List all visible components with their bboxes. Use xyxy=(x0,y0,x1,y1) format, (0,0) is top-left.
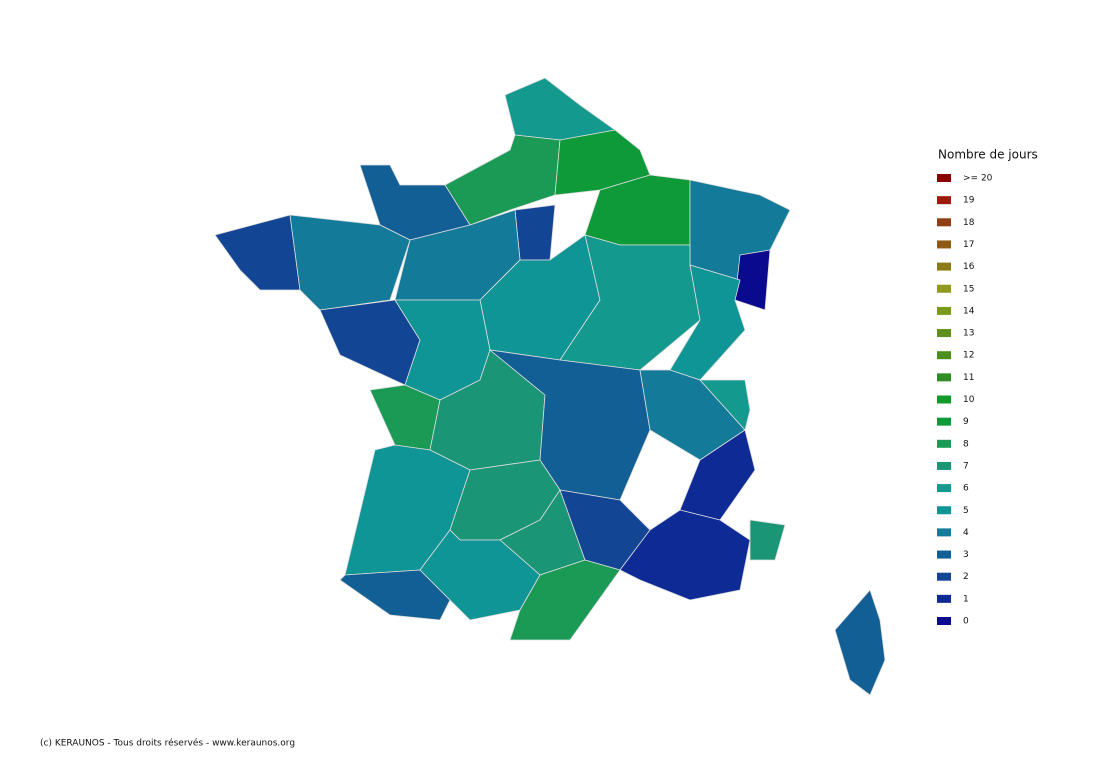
region xyxy=(289,214,411,311)
legend-label: 18 xyxy=(963,218,975,228)
legend-swatch xyxy=(937,329,951,338)
legend-label: 9 xyxy=(963,417,969,427)
region xyxy=(749,519,786,561)
legend-swatch xyxy=(937,218,951,227)
legend-label: 14 xyxy=(963,306,975,316)
legend-swatch xyxy=(937,262,951,271)
map xyxy=(214,77,886,696)
legend-label: 10 xyxy=(963,395,975,405)
region xyxy=(504,77,617,141)
legend-swatch xyxy=(937,528,951,537)
legend-label: 1 xyxy=(963,594,969,604)
legend-swatch xyxy=(937,550,951,559)
legend-label: 4 xyxy=(963,528,969,538)
legend-label: 17 xyxy=(963,240,974,250)
legend-label: 19 xyxy=(963,196,975,206)
legend-label: 13 xyxy=(963,329,974,339)
region xyxy=(214,214,301,291)
legend-label: 3 xyxy=(963,550,969,560)
legend-swatch xyxy=(937,284,951,293)
region xyxy=(679,429,756,521)
legend-swatch xyxy=(937,351,951,360)
region xyxy=(834,589,886,696)
legend-swatch xyxy=(937,617,951,625)
legend-label: 8 xyxy=(963,439,969,449)
legend-swatch xyxy=(937,484,951,493)
region xyxy=(669,264,746,381)
legend-swatch xyxy=(937,439,951,448)
region xyxy=(514,204,556,261)
legend-swatch xyxy=(937,196,951,205)
legend-swatch xyxy=(937,461,951,470)
legend-swatch xyxy=(937,306,951,315)
legend-swatch xyxy=(937,373,951,382)
legend-swatch xyxy=(937,174,951,182)
legend-label: >= 20 xyxy=(963,174,993,184)
footer: (c) KERAUNOS - Tous droits réservés - ww… xyxy=(40,738,295,749)
legend-label: 0 xyxy=(963,617,969,627)
legend-label: 11 xyxy=(963,373,974,383)
legend-swatch xyxy=(937,417,951,426)
legend-swatch xyxy=(937,594,951,603)
legend-swatch xyxy=(937,240,951,249)
legend-swatch xyxy=(937,572,951,581)
legend-label: 12 xyxy=(963,351,974,361)
legend-title: Nombre de jours xyxy=(938,148,1038,162)
legend-swatch xyxy=(937,506,951,515)
legend-label: 7 xyxy=(963,461,969,471)
legend-label: 15 xyxy=(963,284,974,294)
legend-label: 5 xyxy=(963,506,969,516)
region xyxy=(509,559,621,641)
legend-label: 2 xyxy=(963,572,969,582)
region xyxy=(619,509,751,601)
region xyxy=(699,379,751,431)
legend-swatch xyxy=(937,395,951,404)
legend-label: 16 xyxy=(963,262,975,272)
legend-label: 6 xyxy=(963,484,969,494)
